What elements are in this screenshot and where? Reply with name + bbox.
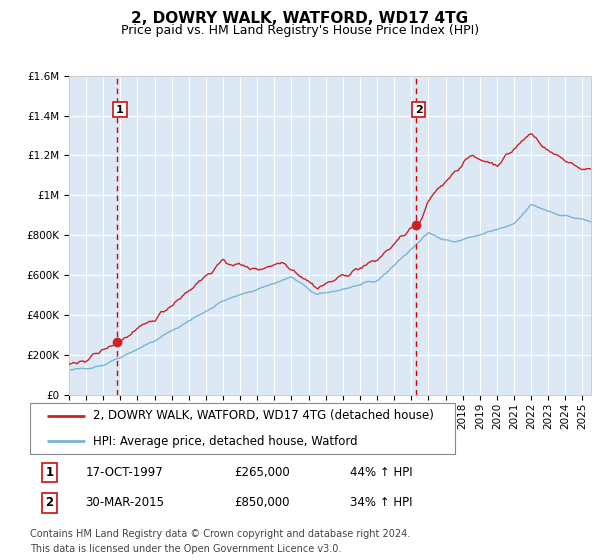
Text: Price paid vs. HM Land Registry's House Price Index (HPI): Price paid vs. HM Land Registry's House … — [121, 24, 479, 36]
Text: £265,000: £265,000 — [234, 466, 290, 479]
Text: 1: 1 — [116, 105, 124, 114]
Text: 2: 2 — [415, 105, 422, 114]
Text: 17-OCT-1997: 17-OCT-1997 — [85, 466, 163, 479]
Text: 2, DOWRY WALK, WATFORD, WD17 4TG (detached house): 2, DOWRY WALK, WATFORD, WD17 4TG (detach… — [94, 409, 434, 422]
Text: 44% ↑ HPI: 44% ↑ HPI — [350, 466, 413, 479]
FancyBboxPatch shape — [30, 403, 455, 454]
Text: £850,000: £850,000 — [234, 496, 290, 510]
Text: 30-MAR-2015: 30-MAR-2015 — [85, 496, 164, 510]
Text: 2: 2 — [45, 496, 53, 510]
Text: 1: 1 — [45, 466, 53, 479]
Text: This data is licensed under the Open Government Licence v3.0.: This data is licensed under the Open Gov… — [30, 544, 341, 554]
Text: Contains HM Land Registry data © Crown copyright and database right 2024.: Contains HM Land Registry data © Crown c… — [30, 529, 410, 539]
Text: 34% ↑ HPI: 34% ↑ HPI — [350, 496, 413, 510]
Text: 2, DOWRY WALK, WATFORD, WD17 4TG: 2, DOWRY WALK, WATFORD, WD17 4TG — [131, 11, 469, 26]
Text: HPI: Average price, detached house, Watford: HPI: Average price, detached house, Watf… — [94, 435, 358, 448]
